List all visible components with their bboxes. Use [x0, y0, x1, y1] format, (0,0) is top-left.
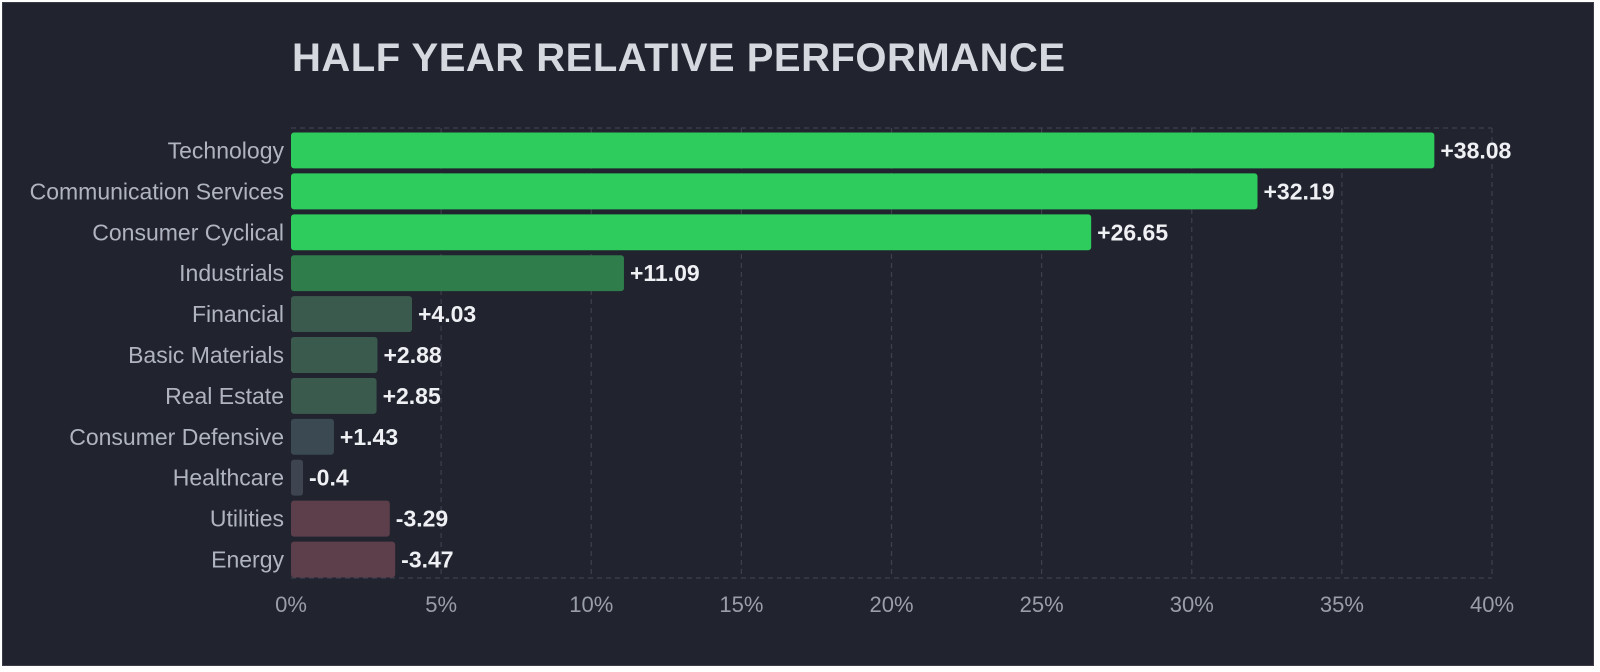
label-layer: Technology +38.08 Communication Services +3…: [30, 137, 1512, 572]
value-label: -0.4: [309, 465, 349, 491]
category-label: Technology: [168, 137, 285, 163]
value-label: +1.43: [340, 424, 398, 450]
bar: [291, 459, 304, 496]
x-tick-label: 0%: [275, 592, 307, 617]
category-label: Financial: [192, 301, 284, 327]
x-tick-label: 25%: [1020, 592, 1064, 617]
category-label: Healthcare: [173, 465, 284, 491]
bar: [291, 296, 413, 333]
category-label: Energy: [211, 547, 284, 573]
bar: [291, 173, 1258, 210]
value-label: -3.47: [401, 547, 453, 573]
category-label: Communication Services: [30, 178, 284, 204]
category-label: Industrials: [179, 260, 284, 286]
bar: [291, 255, 624, 292]
bar: [291, 418, 334, 455]
bar: [291, 214, 1092, 251]
x-tick-label: 5%: [425, 592, 457, 617]
value-label: +2.88: [383, 342, 441, 368]
bar: [291, 377, 377, 414]
value-label: +38.08: [1440, 137, 1511, 163]
category-label: Consumer Defensive: [69, 424, 284, 450]
value-label: +4.03: [418, 301, 476, 327]
x-tick-label: 30%: [1170, 592, 1214, 617]
value-label: +32.19: [1264, 178, 1335, 204]
category-label: Basic Materials: [128, 342, 284, 368]
bar-layer: [291, 132, 1435, 578]
category-label: Consumer Cyclical: [92, 219, 284, 245]
value-label: -3.29: [396, 506, 448, 532]
x-tick-label: 35%: [1320, 592, 1364, 617]
x-tick-label: 40%: [1470, 592, 1514, 617]
bar: [291, 337, 378, 373]
value-label: +26.65: [1097, 219, 1168, 245]
tick-layer: 0% 5% 10% 15% 20% 25% 30% 35% 40%: [275, 592, 1514, 617]
category-label: Real Estate: [165, 383, 284, 409]
value-label: +2.85: [383, 383, 441, 409]
value-label: +11.09: [630, 260, 700, 286]
category-label: Utilities: [210, 506, 284, 532]
chart-title: HALF YEAR RELATIVE PERFORMANCE: [292, 36, 1066, 80]
bar: [291, 500, 390, 537]
x-tick-label: 20%: [869, 592, 913, 617]
bar: [291, 541, 396, 578]
bar: [291, 132, 1435, 169]
x-tick-label: 10%: [569, 592, 613, 617]
x-tick-label: 15%: [719, 592, 763, 617]
